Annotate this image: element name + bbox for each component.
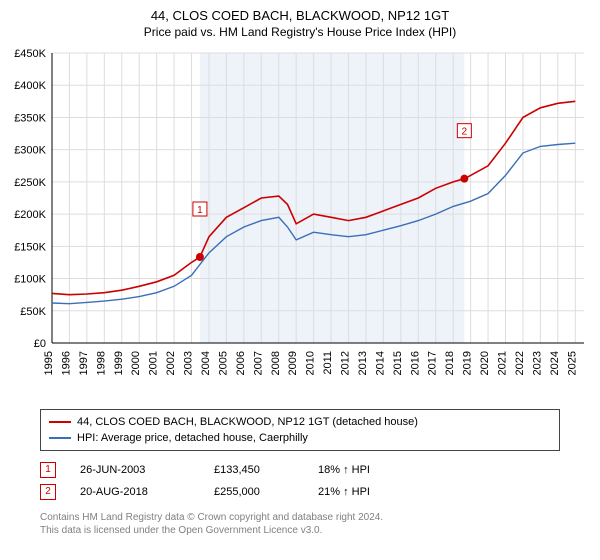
svg-text:£300K: £300K	[14, 145, 46, 157]
attribution-footnote: Contains HM Land Registry data © Crown c…	[40, 511, 560, 537]
svg-text:1996: 1996	[60, 351, 72, 375]
svg-text:2022: 2022	[514, 351, 526, 375]
sale-price: £133,450	[214, 459, 294, 481]
svg-text:2021: 2021	[497, 351, 509, 375]
svg-text:2014: 2014	[374, 351, 386, 375]
svg-text:2025: 2025	[566, 351, 578, 375]
svg-text:2010: 2010	[305, 351, 317, 375]
svg-text:2004: 2004	[200, 351, 212, 375]
svg-text:1995: 1995	[43, 351, 55, 375]
svg-text:2006: 2006	[235, 351, 247, 375]
svg-text:1998: 1998	[95, 351, 107, 375]
legend-swatch	[49, 421, 71, 423]
svg-text:2011: 2011	[322, 351, 334, 375]
sales-table: 1 26-JUN-2003 £133,450 18% ↑ HPI 2 20-AU…	[40, 459, 560, 503]
svg-text:2001: 2001	[148, 351, 160, 375]
svg-text:2018: 2018	[444, 351, 456, 375]
legend-swatch	[49, 437, 71, 439]
svg-text:2005: 2005	[217, 351, 229, 375]
footnote-line: This data is licensed under the Open Gov…	[40, 524, 560, 537]
price-chart-container: { "title": "44, CLOS COED BACH, BLACKWOO…	[0, 0, 600, 537]
svg-text:2: 2	[462, 127, 468, 138]
svg-text:1: 1	[197, 205, 203, 216]
sale-price: £255,000	[214, 481, 294, 503]
legend-item: 44, CLOS COED BACH, BLACKWOOD, NP12 1GT …	[49, 414, 551, 430]
sale-marker-icon: 2	[40, 484, 56, 500]
svg-text:2019: 2019	[462, 351, 474, 375]
svg-text:£250K: £250K	[14, 177, 46, 189]
svg-text:2000: 2000	[130, 351, 142, 375]
sale-hpi-delta: 18% ↑ HPI	[318, 459, 418, 481]
svg-text:2003: 2003	[183, 351, 195, 375]
svg-text:2013: 2013	[357, 351, 369, 375]
footnote-line: Contains HM Land Registry data © Crown c…	[40, 511, 560, 524]
svg-text:2017: 2017	[427, 351, 439, 375]
svg-text:2015: 2015	[392, 351, 404, 375]
legend-item: HPI: Average price, detached house, Caer…	[49, 430, 551, 446]
svg-text:£400K: £400K	[14, 80, 46, 92]
svg-text:£350K: £350K	[14, 112, 46, 124]
svg-text:2007: 2007	[252, 351, 264, 375]
svg-text:£100K: £100K	[14, 274, 46, 286]
chart-area: £0 £50K £100K £150K £200K £250K £300K £350K £400…	[0, 43, 600, 403]
legend-label: HPI: Average price, detached house, Caer…	[77, 430, 308, 446]
svg-text:2009: 2009	[287, 351, 299, 375]
legend-label: 44, CLOS COED BACH, BLACKWOOD, NP12 1GT …	[77, 414, 418, 430]
svg-text:£50K: £50K	[20, 306, 46, 318]
svg-text:2008: 2008	[270, 351, 282, 375]
svg-text:£150K: £150K	[14, 241, 46, 253]
svg-text:2024: 2024	[549, 351, 561, 375]
chart-title: 44, CLOS COED BACH, BLACKWOOD, NP12 1GT	[0, 0, 600, 23]
sale-date: 20-AUG-2018	[80, 481, 190, 503]
svg-text:1999: 1999	[113, 351, 125, 375]
sale-marker-icon: 1	[40, 462, 56, 478]
sales-row: 2 20-AUG-2018 £255,000 21% ↑ HPI	[40, 481, 560, 503]
legend: 44, CLOS COED BACH, BLACKWOOD, NP12 1GT …	[40, 409, 560, 451]
svg-text:2012: 2012	[340, 351, 352, 375]
sale-hpi-delta: 21% ↑ HPI	[318, 481, 418, 503]
svg-text:£0: £0	[34, 338, 46, 350]
line-chart-svg: £0 £50K £100K £150K £200K £250K £300K £350K £400…	[0, 43, 600, 403]
svg-text:2020: 2020	[479, 351, 491, 375]
svg-text:2016: 2016	[409, 351, 421, 375]
svg-text:2002: 2002	[165, 351, 177, 375]
sale-date: 26-JUN-2003	[80, 459, 190, 481]
svg-text:2023: 2023	[531, 351, 543, 375]
sales-row: 1 26-JUN-2003 £133,450 18% ↑ HPI	[40, 459, 560, 481]
svg-text:£450K: £450K	[14, 48, 46, 60]
svg-text:1997: 1997	[78, 351, 90, 375]
svg-text:£200K: £200K	[14, 209, 46, 221]
chart-subtitle: Price paid vs. HM Land Registry's House …	[0, 23, 600, 43]
